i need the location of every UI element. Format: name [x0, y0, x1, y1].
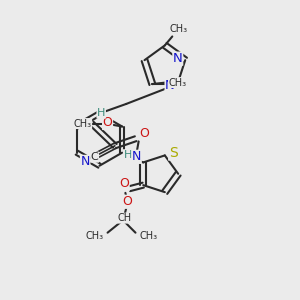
- Text: N: N: [132, 150, 141, 163]
- Text: O: O: [119, 177, 129, 190]
- Text: S: S: [169, 146, 178, 160]
- Text: CH₃: CH₃: [169, 78, 187, 88]
- Text: CH₃: CH₃: [140, 231, 158, 241]
- Text: N: N: [173, 52, 183, 65]
- Text: CH: CH: [117, 213, 131, 223]
- Text: O: O: [103, 116, 112, 130]
- Text: O: O: [140, 127, 149, 140]
- Text: C: C: [91, 152, 98, 162]
- Text: N: N: [165, 79, 175, 92]
- Text: CH₃: CH₃: [74, 118, 92, 128]
- Text: N: N: [80, 155, 90, 168]
- Text: H: H: [124, 150, 132, 160]
- Text: H: H: [97, 108, 105, 118]
- Text: O: O: [122, 195, 132, 208]
- Text: CH₃: CH₃: [169, 24, 187, 34]
- Text: CH₃: CH₃: [85, 231, 104, 241]
